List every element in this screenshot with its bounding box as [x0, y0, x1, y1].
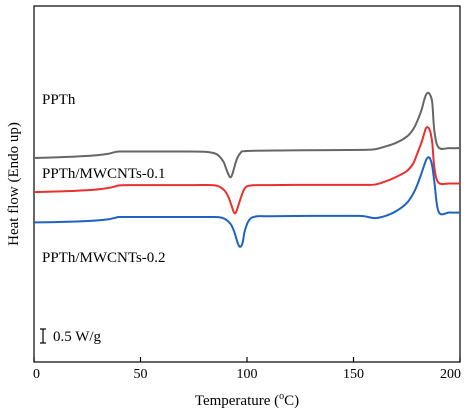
series-line-3	[33, 156, 461, 248]
x-tick-label: 150	[343, 367, 364, 382]
series-line-2	[33, 126, 461, 215]
x-axis-title-superscript: o	[279, 391, 284, 402]
scale-bar: 0.5 W/g	[40, 328, 102, 345]
series-label-ppth-mwcnts-0-1: PPTh/MWCNTs-0.1	[42, 166, 166, 182]
plot-frame	[33, 5, 461, 363]
x-axis-title-end: C)	[284, 393, 299, 409]
x-axis-title: Temperature (oC)	[195, 391, 299, 409]
series-lines	[33, 91, 461, 248]
x-tick-label: 0	[33, 367, 40, 382]
x-axis-title-main: Temperature (	[195, 393, 279, 409]
series-label-ppth-mwcnts-0-2: PPTh/MWCNTs-0.2	[42, 250, 166, 266]
x-tick-label: 100	[237, 367, 258, 382]
x-tick-label: 200	[440, 367, 461, 382]
series-label-ppth: PPTh	[42, 92, 76, 108]
x-axis-ticks: 0 50 100 150 200	[33, 357, 461, 382]
scale-bar-label: 0.5 W/g	[53, 329, 102, 345]
x-tick-label: 50	[134, 367, 148, 382]
y-axis-title: Heat flow (Endo up)	[6, 122, 22, 246]
series-line-1	[33, 91, 461, 179]
